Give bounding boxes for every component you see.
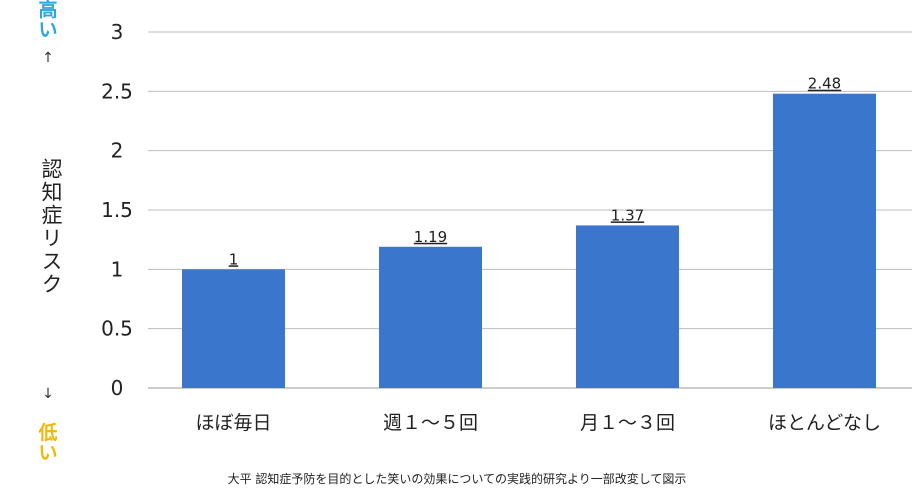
x-tick-label: ほとんどなし <box>768 412 881 434</box>
bar <box>576 225 679 388</box>
high-label: 高い <box>38 0 58 41</box>
bar <box>379 246 482 388</box>
y-tick-labels: 0 0.5 1 1.5 2 2.5 3 <box>101 20 133 400</box>
y-axis-label: 認知症リスク <box>39 158 63 296</box>
bars <box>182 93 876 388</box>
x-tick-label: 週１～５回 <box>383 412 478 434</box>
y-tick-label: 0.5 <box>101 317 133 341</box>
data-label: 1 <box>229 250 239 268</box>
x-tick-label: ほぼ毎日 <box>195 412 271 434</box>
bar <box>182 269 285 388</box>
y-tick-label: 2.5 <box>101 79 133 103</box>
data-label: 1.37 <box>611 206 644 224</box>
low-label: 低い <box>38 422 58 464</box>
x-tick-labels: ほぼ毎日 週１～５回 月１～３回 ほとんどなし <box>195 412 881 434</box>
down-arrow-icon: ↓ <box>42 386 54 402</box>
y-tick-label: 0 <box>111 376 124 400</box>
y-tick-label: 1.5 <box>101 198 133 222</box>
y-tick-label: 1 <box>111 257 124 281</box>
data-labels: 1 1.19 1.37 2.48 <box>229 75 841 269</box>
up-arrow-icon: ↑ <box>42 50 54 66</box>
source-note: 大平 認知症予防を目的とした笑いの効果についての実践的研究より一部改変して図示 <box>227 472 687 486</box>
bar <box>773 93 876 388</box>
x-tick-label: 月１～３回 <box>580 412 675 434</box>
y-tick-label: 2 <box>111 139 124 163</box>
data-label: 1.19 <box>414 228 447 246</box>
y-tick-label: 3 <box>111 20 124 44</box>
data-label: 2.48 <box>808 75 841 93</box>
